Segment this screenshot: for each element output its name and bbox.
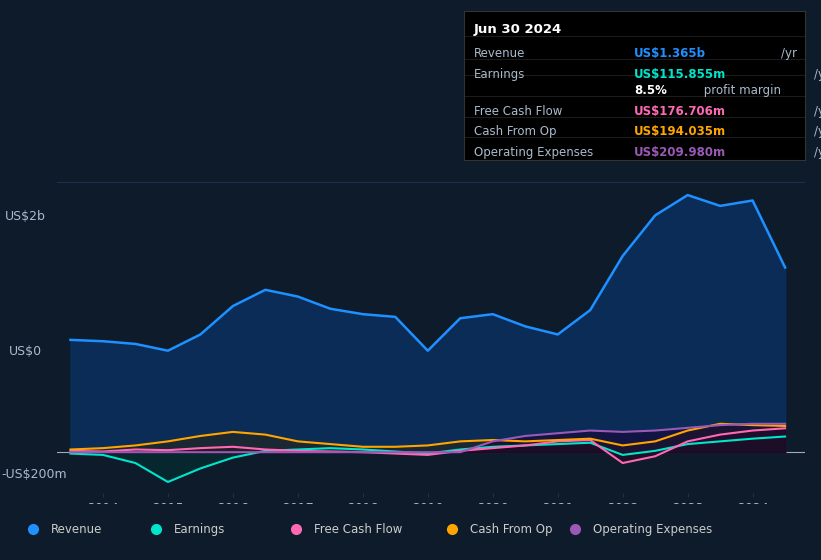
Text: 8.5%: 8.5% <box>635 84 667 97</box>
Text: /yr: /yr <box>814 125 821 138</box>
Text: /yr: /yr <box>814 105 821 118</box>
Text: Free Cash Flow: Free Cash Flow <box>474 105 562 118</box>
Text: /yr: /yr <box>814 68 821 81</box>
Text: US$115.855m: US$115.855m <box>635 68 727 81</box>
Text: US$194.035m: US$194.035m <box>635 125 727 138</box>
Text: /yr: /yr <box>814 146 821 159</box>
Text: Cash From Op: Cash From Op <box>474 125 557 138</box>
Text: Jun 30 2024: Jun 30 2024 <box>474 23 562 36</box>
Text: Earnings: Earnings <box>474 68 525 81</box>
Text: US$176.706m: US$176.706m <box>635 105 727 118</box>
Text: Operating Expenses: Operating Expenses <box>593 522 712 536</box>
Text: US$209.980m: US$209.980m <box>635 146 727 159</box>
Text: /yr: /yr <box>782 47 797 60</box>
Text: Revenue: Revenue <box>51 522 103 536</box>
Text: Free Cash Flow: Free Cash Flow <box>314 522 402 536</box>
Text: Operating Expenses: Operating Expenses <box>474 146 594 159</box>
Text: Revenue: Revenue <box>474 47 525 60</box>
Text: profit margin: profit margin <box>699 84 781 97</box>
Text: US$2b: US$2b <box>5 210 46 223</box>
Text: US$0: US$0 <box>9 345 42 358</box>
Text: US$1.365b: US$1.365b <box>635 47 706 60</box>
Text: -US$200m: -US$200m <box>2 468 67 482</box>
Text: Cash From Op: Cash From Op <box>470 522 552 536</box>
Text: Earnings: Earnings <box>174 522 226 536</box>
